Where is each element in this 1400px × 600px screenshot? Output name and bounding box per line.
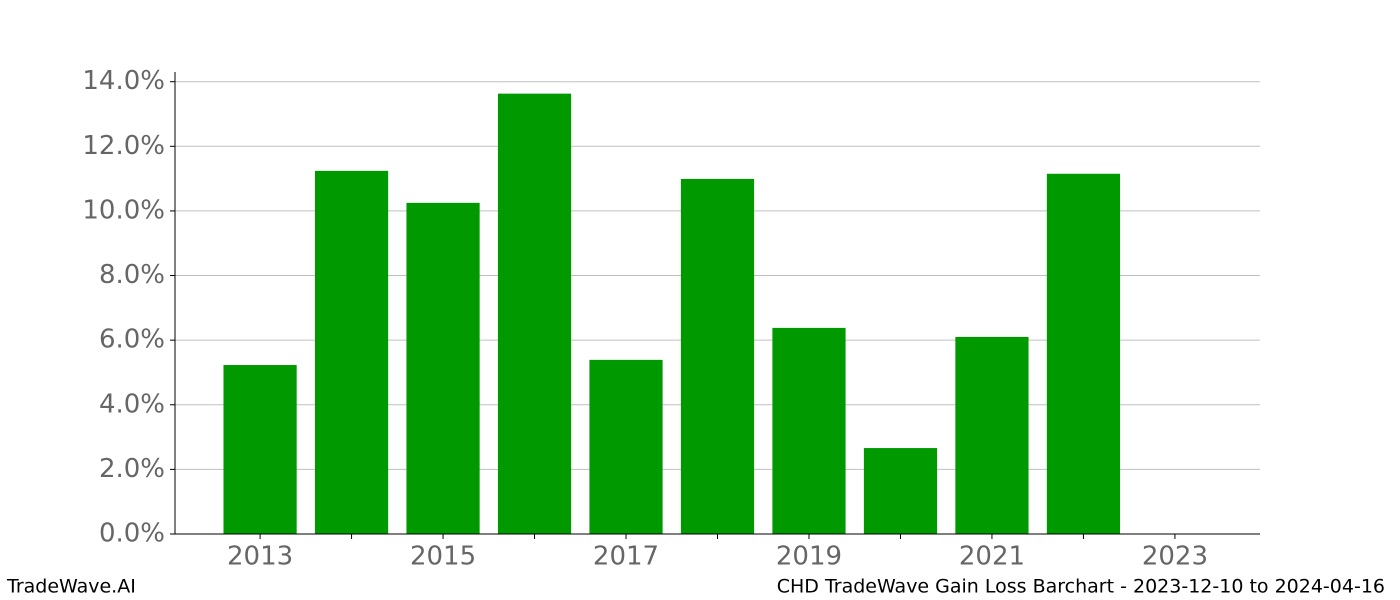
y-tick-label: 4.0% xyxy=(99,389,165,419)
x-tick-label: 2013 xyxy=(227,542,293,572)
y-tick-label: 0.0% xyxy=(99,519,165,549)
x-tick-label: 2015 xyxy=(410,542,476,572)
bar xyxy=(863,448,938,534)
y-tick-label: 14.0% xyxy=(82,66,165,96)
x-tick-label: 2023 xyxy=(1142,542,1208,572)
bar xyxy=(406,202,480,534)
bar xyxy=(1046,173,1121,534)
y-tick-label: 8.0% xyxy=(99,260,165,290)
bar xyxy=(223,365,297,534)
bar xyxy=(314,170,389,534)
y-tick-label: 12.0% xyxy=(82,131,165,161)
y-tick-label: 2.0% xyxy=(99,454,165,484)
footer-right: CHD TradeWave Gain Loss Barchart - 2023-… xyxy=(777,576,1385,598)
bar xyxy=(680,178,755,534)
y-tick-label: 6.0% xyxy=(99,325,165,355)
bar xyxy=(772,327,846,534)
y-tick-label: 10.0% xyxy=(82,195,165,225)
x-tick-label: 2019 xyxy=(776,542,842,572)
footer-left: TradeWave.AI xyxy=(6,576,136,598)
x-tick-label: 2021 xyxy=(959,542,1025,572)
bar xyxy=(955,336,1029,534)
bar xyxy=(589,359,663,534)
bar xyxy=(497,93,572,535)
x-tick-label: 2017 xyxy=(593,542,659,572)
